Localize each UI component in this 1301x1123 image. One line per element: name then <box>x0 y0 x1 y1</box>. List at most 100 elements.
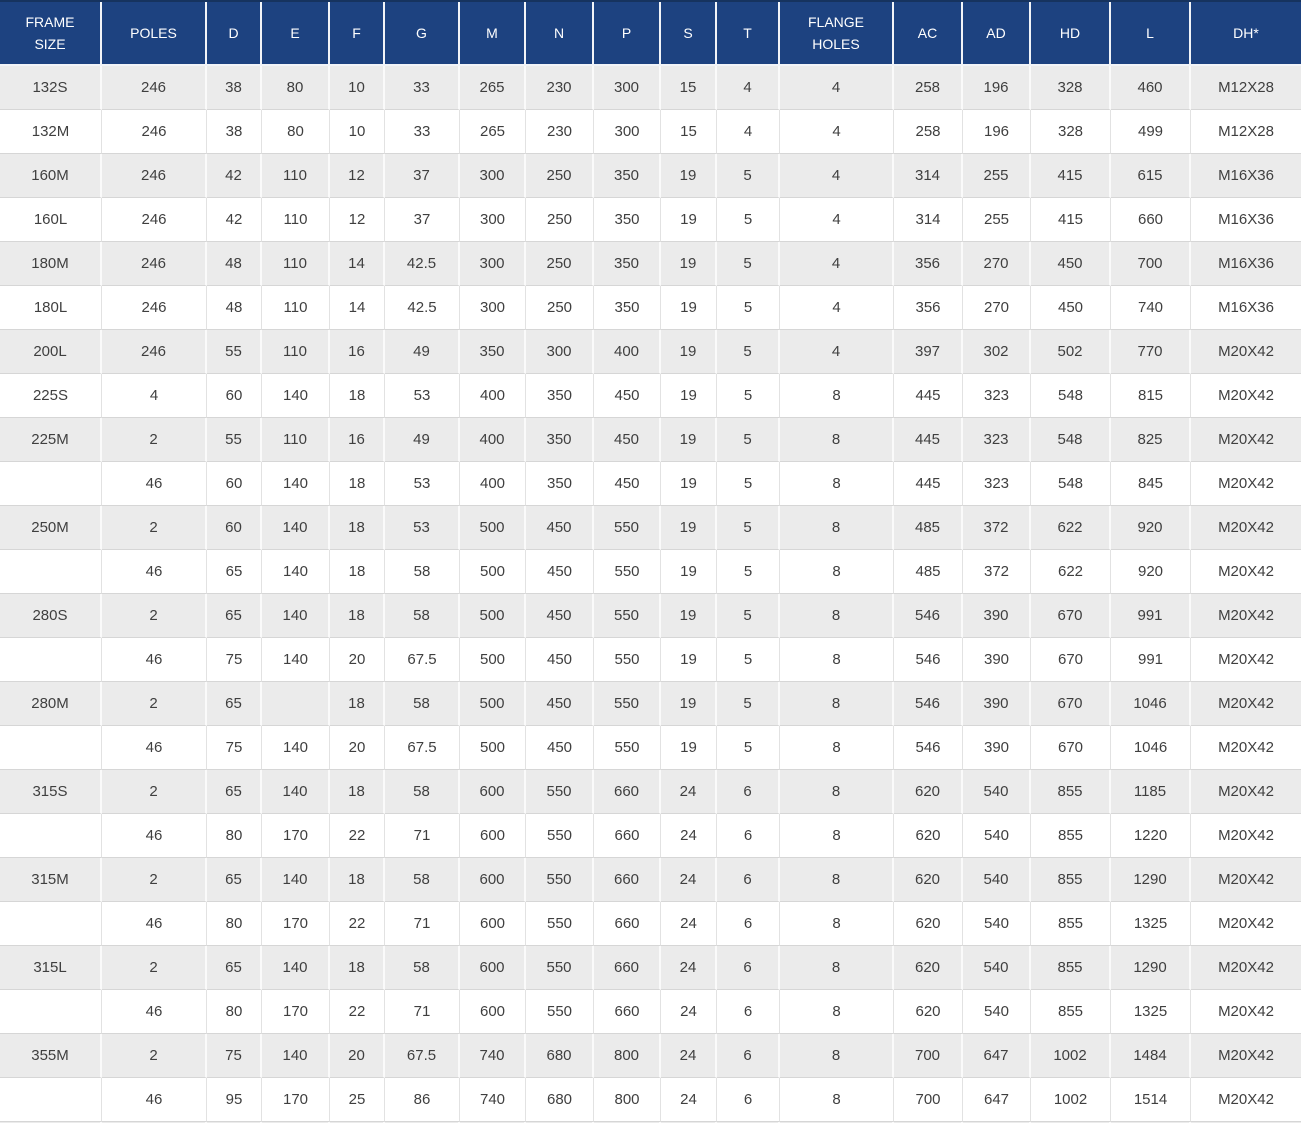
table-cell: 71 <box>385 814 460 858</box>
table-cell: 24 <box>661 1078 717 1122</box>
table-cell: 8 <box>780 858 894 902</box>
table-row: 280M 2 65 18 58 500 450 550 19 5 8 546 390 670 1046 M20… <box>0 682 1301 726</box>
table-cell: 600 <box>460 990 526 1034</box>
table-cell: 75 <box>207 726 262 770</box>
table-cell: 18 <box>330 594 385 638</box>
table-cell: 18 <box>330 462 385 506</box>
table-cell: 700 <box>894 1034 963 1078</box>
table-cell: M16X36 <box>1191 286 1301 330</box>
column-header: FLANGE HOLES <box>780 2 894 66</box>
table-cell: 170 <box>262 990 330 1034</box>
table-cell: 5 <box>717 286 780 330</box>
table-cell: 4 <box>780 198 894 242</box>
table-cell: 450 <box>526 638 594 682</box>
table-cell: 350 <box>594 286 661 330</box>
table-cell: 620 <box>894 946 963 990</box>
table-cell: 37 <box>385 198 460 242</box>
table-cell: 548 <box>1031 374 1111 418</box>
frame-size-cell: 280S <box>0 594 102 638</box>
table-cell: 4 <box>780 286 894 330</box>
table-cell: 22 <box>330 902 385 946</box>
table-cell: 620 <box>894 990 963 1034</box>
table-row: 46 60 140 18 53 400 350 450 19 5 8 445 323 548 845 M20X… <box>0 462 1301 506</box>
table-cell: 80 <box>207 990 262 1034</box>
table-cell: 815 <box>1111 374 1191 418</box>
table-cell: 300 <box>526 330 594 374</box>
table-cell: 16 <box>330 418 385 462</box>
table-cell: 265 <box>460 110 526 154</box>
column-header: L <box>1111 2 1191 66</box>
table-cell: 700 <box>1111 242 1191 286</box>
table-body: 132S 246 38 80 10 33 265 230 300 15 4 4 258 196 328 460… <box>0 66 1301 1123</box>
frame-size-cell <box>0 814 102 858</box>
table-cell: 5 <box>717 198 780 242</box>
table-cell: 460 <box>1111 66 1191 110</box>
table-cell: 8 <box>780 550 894 594</box>
table-cell: 550 <box>526 946 594 990</box>
table-cell: M20X42 <box>1191 330 1301 374</box>
table-cell: 445 <box>894 418 963 462</box>
frame-size-cell <box>0 462 102 506</box>
table-cell: 46 <box>102 990 207 1034</box>
table-cell: 300 <box>460 286 526 330</box>
table-cell: 15 <box>661 66 717 110</box>
table-cell: 8 <box>780 682 894 726</box>
column-header: E <box>262 2 330 66</box>
table-cell: 20 <box>330 638 385 682</box>
table-cell: 540 <box>963 814 1031 858</box>
table-row: 315L 2 65 140 18 58 600 550 660 24 6 8 620 540 855 1290… <box>0 946 1301 990</box>
table-cell: 680 <box>526 1078 594 1122</box>
table-cell: 270 <box>963 286 1031 330</box>
table-cell: 42 <box>207 198 262 242</box>
table-cell: 450 <box>526 682 594 726</box>
table-row: 225S 4 60 140 18 53 400 350 450 19 5 8 445 323 548 815 M… <box>0 374 1301 418</box>
table-cell: M20X42 <box>1191 1034 1301 1078</box>
table-cell: 170 <box>262 1078 330 1122</box>
table-cell: 4 <box>780 242 894 286</box>
table-row: 160L 246 42 110 12 37 300 250 350 19 5 4 314 255 415 66… <box>0 198 1301 242</box>
column-header: S <box>661 2 717 66</box>
table-cell: 350 <box>526 462 594 506</box>
table-cell: 42 <box>207 154 262 198</box>
frame-size-cell: 250M <box>0 506 102 550</box>
table-cell: 140 <box>262 506 330 550</box>
table-cell: 246 <box>102 110 207 154</box>
table-cell: 550 <box>526 814 594 858</box>
table-cell: 5 <box>717 682 780 726</box>
table-cell: M12X28 <box>1191 110 1301 154</box>
table-cell: 140 <box>262 858 330 902</box>
table-cell: 71 <box>385 902 460 946</box>
table-cell: 400 <box>460 418 526 462</box>
table-cell: 328 <box>1031 110 1111 154</box>
table-cell: 550 <box>526 990 594 1034</box>
frame-size-cell: 180L <box>0 286 102 330</box>
table-cell: 246 <box>102 330 207 374</box>
table-cell: 53 <box>385 506 460 550</box>
table-cell: 415 <box>1031 198 1111 242</box>
table-cell: 110 <box>262 198 330 242</box>
table-cell: 8 <box>780 638 894 682</box>
table-row: 46 75 140 20 67.5 500 450 550 19 5 8 546 390 670 991 M2… <box>0 638 1301 682</box>
table-cell: 140 <box>262 550 330 594</box>
table-cell: 19 <box>661 682 717 726</box>
column-header: FRAME SIZE <box>0 2 102 66</box>
table-cell: 140 <box>262 374 330 418</box>
table-cell: M16X36 <box>1191 198 1301 242</box>
table-cell: 250 <box>526 154 594 198</box>
table-cell: 328 <box>1031 66 1111 110</box>
table-cell: 5 <box>717 242 780 286</box>
table-cell: 246 <box>102 154 207 198</box>
table-cell: 246 <box>102 242 207 286</box>
table-cell: M20X42 <box>1191 550 1301 594</box>
table-cell: 600 <box>460 770 526 814</box>
frame-size-cell <box>0 990 102 1034</box>
table-cell: 10 <box>330 66 385 110</box>
table-cell: 485 <box>894 550 963 594</box>
table-cell: 622 <box>1031 506 1111 550</box>
table-cell: 8 <box>780 506 894 550</box>
table-cell: 6 <box>717 1034 780 1078</box>
frame-size-cell: 315S <box>0 770 102 814</box>
table-row: 200L 246 55 110 16 49 350 300 400 19 5 4 397 302 502 77… <box>0 330 1301 374</box>
